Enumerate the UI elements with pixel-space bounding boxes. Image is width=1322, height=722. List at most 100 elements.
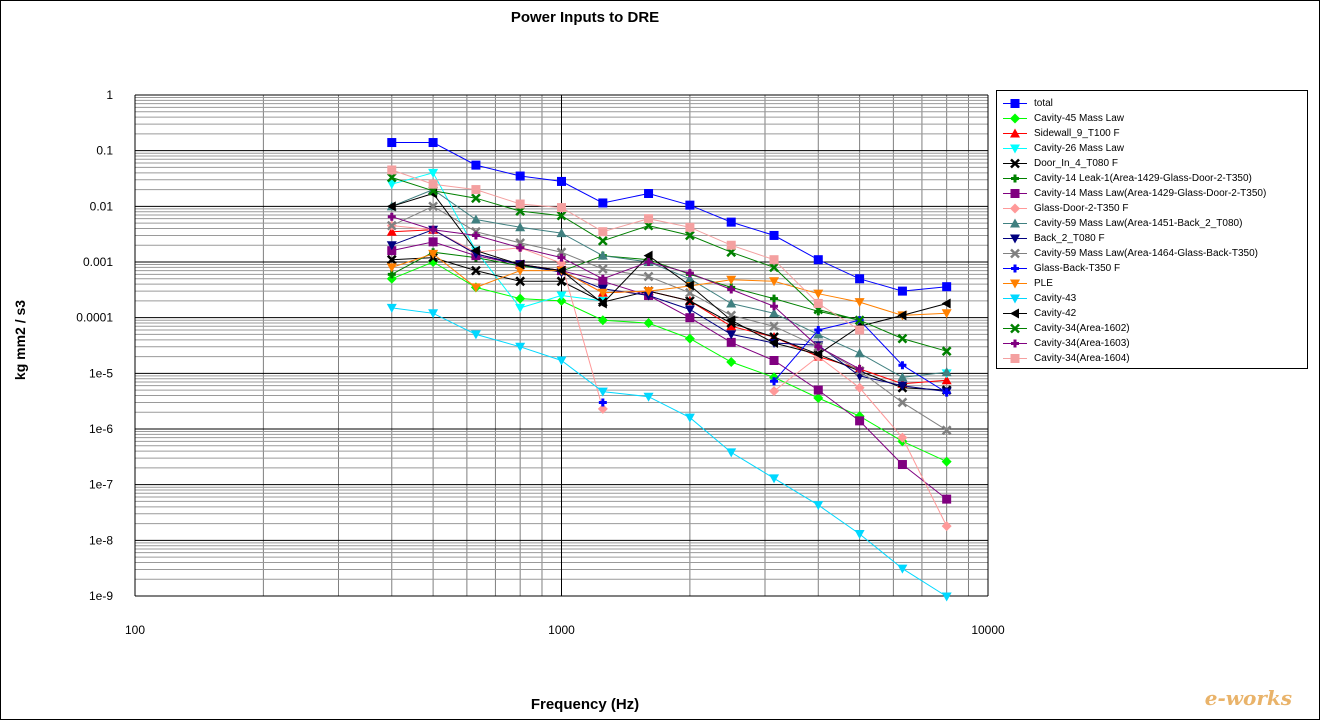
legend-label: Cavity-14 Mass Law(Area-1429-Glass-Door-… [1034, 188, 1267, 199]
data-point [897, 564, 908, 574]
data-point [515, 342, 526, 352]
data-point [643, 250, 653, 261]
legend-label: Cavity-45 Mass Law [1034, 113, 1125, 124]
data-point [428, 237, 438, 247]
data-point [855, 325, 865, 335]
legend-marker [1010, 158, 1020, 169]
data-point [644, 258, 653, 266]
legend-label: Cavity-59 Mass Law(Area-1464-Glass-Back-… [1034, 248, 1258, 259]
series-line [391, 177, 947, 352]
legend-marker [1010, 234, 1020, 244]
series-line [391, 216, 860, 370]
data-point [854, 348, 865, 358]
data-point [854, 382, 865, 393]
legend-marker [1010, 323, 1020, 334]
legend-swatch [1003, 308, 1027, 319]
series-7 [386, 220, 952, 532]
data-point [769, 308, 780, 318]
data-point [897, 310, 907, 321]
data-point [769, 372, 780, 383]
data-point [813, 349, 823, 360]
legend-marker [1011, 174, 1019, 183]
y-tick-label: 1 [106, 88, 113, 102]
chart-title: Power Inputs to DRE [510, 9, 660, 26]
data-point [515, 266, 526, 276]
data-point [769, 386, 780, 397]
data-point [556, 295, 567, 306]
data-point [855, 364, 864, 373]
data-point [941, 298, 951, 309]
data-point [897, 381, 908, 391]
data-point [386, 172, 397, 183]
data-point [557, 176, 566, 186]
legend-swatch [1003, 189, 1027, 198]
legend-marker [1010, 113, 1020, 124]
y-tick-label: 0.0001 [76, 311, 113, 325]
legend-marker [1010, 128, 1020, 138]
data-point [685, 269, 694, 278]
data-point [515, 238, 526, 248]
data-point [597, 387, 608, 397]
data-point [726, 217, 736, 227]
data-point [556, 258, 567, 269]
data-point [598, 398, 607, 407]
y-tick-label: 0.01 [90, 199, 114, 213]
series-line [391, 307, 947, 597]
legend-swatch [1003, 294, 1027, 304]
legend-swatch [1003, 158, 1027, 169]
series-line [391, 261, 947, 463]
series-line [391, 241, 948, 500]
legend-swatch [1003, 323, 1027, 334]
y-tick-label: 0.001 [83, 255, 113, 269]
legend-swatch [1003, 174, 1027, 183]
data-point [516, 243, 525, 252]
data-point [386, 303, 397, 313]
legend-swatch [1003, 218, 1027, 228]
data-point [897, 286, 907, 296]
x-tick-label: 1000 [548, 623, 575, 637]
legend-label: Glass-Back-T350 F [1034, 263, 1121, 274]
x-tick-label: 100 [125, 623, 145, 637]
legend-label: Sidewall_9_T100 F [1034, 128, 1120, 139]
data-point [556, 210, 567, 221]
data-point [814, 326, 823, 335]
data-point [854, 298, 865, 308]
data-point [684, 413, 695, 423]
x-axis-label: Frequency (Hz) [530, 696, 640, 713]
series-line [391, 169, 860, 331]
data-point [428, 168, 439, 178]
data-point [855, 274, 865, 284]
series-line [391, 251, 860, 321]
data-point [471, 160, 481, 170]
data-point [557, 203, 566, 213]
series-line [391, 142, 947, 292]
data-point [942, 494, 952, 504]
legend-label: Cavity-34(Area-1602) [1034, 323, 1130, 334]
data-point [726, 275, 737, 285]
data-point [597, 288, 608, 298]
data-point [556, 247, 567, 258]
grid-lines [134, 94, 989, 597]
data-point [813, 298, 823, 308]
data-point [813, 255, 823, 265]
data-point [685, 230, 695, 241]
y-tick-label: 1e-9 [89, 589, 113, 603]
data-point [726, 337, 736, 347]
data-point [941, 425, 952, 436]
data-point [726, 315, 736, 326]
data-point [685, 313, 695, 323]
data-point [684, 333, 695, 344]
data-point [597, 298, 607, 309]
data-point [769, 356, 779, 366]
series-17 [387, 165, 865, 335]
data-point [726, 321, 737, 331]
data-point [556, 228, 567, 238]
data-point [386, 273, 397, 284]
legend-swatch [1003, 339, 1027, 348]
legend-marker [1010, 279, 1020, 289]
series-line [391, 257, 947, 391]
data-point [386, 263, 397, 273]
data-point [854, 315, 865, 326]
legend-label: Cavity-14 Leak-1(Area-1429-Glass-Door-2-… [1034, 173, 1252, 184]
legend-swatch [1003, 144, 1027, 154]
